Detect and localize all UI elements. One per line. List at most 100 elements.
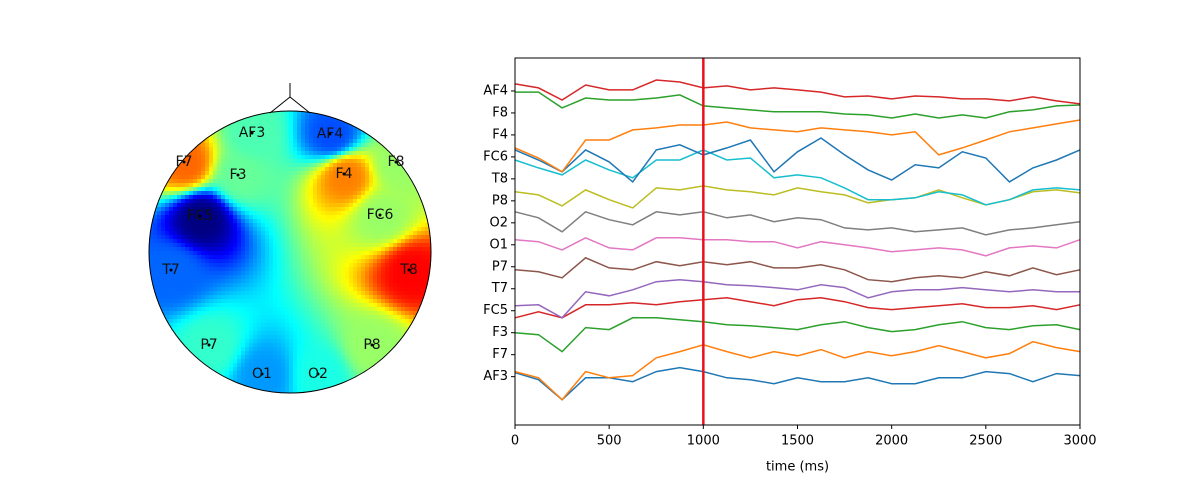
- topo-cell: [257, 247, 262, 252]
- topo-cell: [213, 131, 218, 136]
- topo-cell: [425, 295, 430, 300]
- topo-cell: [273, 251, 278, 256]
- topo-cell: [277, 115, 282, 120]
- topo-cell: [237, 263, 242, 268]
- topo-cell: [213, 299, 218, 304]
- topo-cell: [177, 383, 182, 388]
- topo-cell: [361, 223, 366, 228]
- topo-cell: [357, 259, 362, 264]
- topo-cell: [429, 359, 431, 364]
- topo-cell: [149, 231, 154, 236]
- topo-cell: [385, 203, 390, 208]
- topo-cell: [357, 155, 362, 160]
- topo-cell: [385, 167, 390, 172]
- topo-cell: [157, 243, 162, 248]
- topo-cell: [401, 223, 406, 228]
- topo-cell: [313, 371, 318, 376]
- topo-cell: [169, 187, 174, 192]
- topo-cell: [357, 227, 362, 232]
- topo-cell: [237, 155, 242, 160]
- topo-cell: [197, 211, 202, 216]
- topo-cell: [333, 171, 338, 176]
- topo-cell: [217, 287, 222, 292]
- topo-cell: [281, 195, 286, 200]
- topo-cell: [373, 163, 378, 168]
- topo-cell: [325, 331, 330, 336]
- topo-cell: [205, 391, 210, 393]
- topo-cell: [317, 231, 322, 236]
- topo-cell: [277, 343, 282, 348]
- topo-cell: [305, 311, 310, 316]
- topo-cell: [357, 379, 362, 384]
- topo-cell: [345, 227, 350, 232]
- topo-cell: [265, 227, 270, 232]
- topo-cell: [273, 323, 278, 328]
- topo-cell: [257, 203, 262, 208]
- topo-cell: [165, 379, 170, 384]
- topo-cell: [365, 363, 370, 368]
- topo-cell: [341, 363, 346, 368]
- topo-cell: [165, 135, 170, 140]
- topo-cell: [329, 227, 334, 232]
- topo-cell: [357, 339, 362, 344]
- topo-cell: [149, 187, 154, 192]
- topo-cell: [285, 283, 290, 288]
- topo-cell: [361, 163, 366, 168]
- topo-cell: [269, 127, 274, 132]
- topo-cell: [289, 271, 294, 276]
- topo-cell: [269, 171, 274, 176]
- topo-cell: [193, 115, 198, 120]
- topo-cell: [405, 355, 410, 360]
- topo-cell: [233, 147, 238, 152]
- topo-cell: [217, 343, 222, 348]
- topo-cell: [429, 331, 431, 336]
- topo-cell: [181, 359, 186, 364]
- topo-cell: [301, 247, 306, 252]
- topo-cell: [253, 275, 258, 280]
- topo-cell: [213, 347, 218, 352]
- topo-cell: [169, 319, 174, 324]
- topo-cell: [325, 295, 330, 300]
- topo-cell: [193, 131, 198, 136]
- topo-cell: [405, 183, 410, 188]
- topo-cell: [361, 115, 366, 120]
- topo-cell: [417, 379, 422, 384]
- topo-cell: [373, 287, 378, 292]
- topo-cell: [269, 187, 274, 192]
- topo-cell: [361, 251, 366, 256]
- topo-cell: [293, 315, 298, 320]
- topo-cell: [401, 303, 406, 308]
- topo-cell: [349, 355, 354, 360]
- topo-cell: [293, 287, 298, 292]
- topo-cell: [149, 243, 154, 248]
- topo-cell: [157, 167, 162, 172]
- topo-cell: [173, 267, 178, 272]
- topo-cell: [409, 311, 414, 316]
- topo-cell: [277, 267, 282, 272]
- topo-cell: [417, 231, 422, 236]
- topo-cell: [413, 295, 418, 300]
- topo-cell: [377, 167, 382, 172]
- topo-cell: [313, 275, 318, 280]
- topo-cell: [173, 311, 178, 316]
- topo-cell: [365, 143, 370, 148]
- topo-cell: [189, 251, 194, 256]
- topo-cell: [153, 239, 158, 244]
- topo-cell: [217, 363, 222, 368]
- topo-cell: [281, 231, 286, 236]
- topo-cell: [309, 339, 314, 344]
- topo-cell: [237, 183, 242, 188]
- topo-cell: [429, 115, 431, 120]
- topo-cell: [369, 255, 374, 260]
- topo-cell: [193, 295, 198, 300]
- topo-cell: [413, 307, 418, 312]
- topo-cell: [205, 227, 210, 232]
- topo-cell: [213, 123, 218, 128]
- topo-cell: [197, 323, 202, 328]
- topo-cell: [277, 199, 282, 204]
- topo-cell: [301, 327, 306, 332]
- topo-cell: [413, 367, 418, 372]
- topo-cell: [353, 327, 358, 332]
- topo-cell: [341, 291, 346, 296]
- topo-cell: [417, 111, 422, 116]
